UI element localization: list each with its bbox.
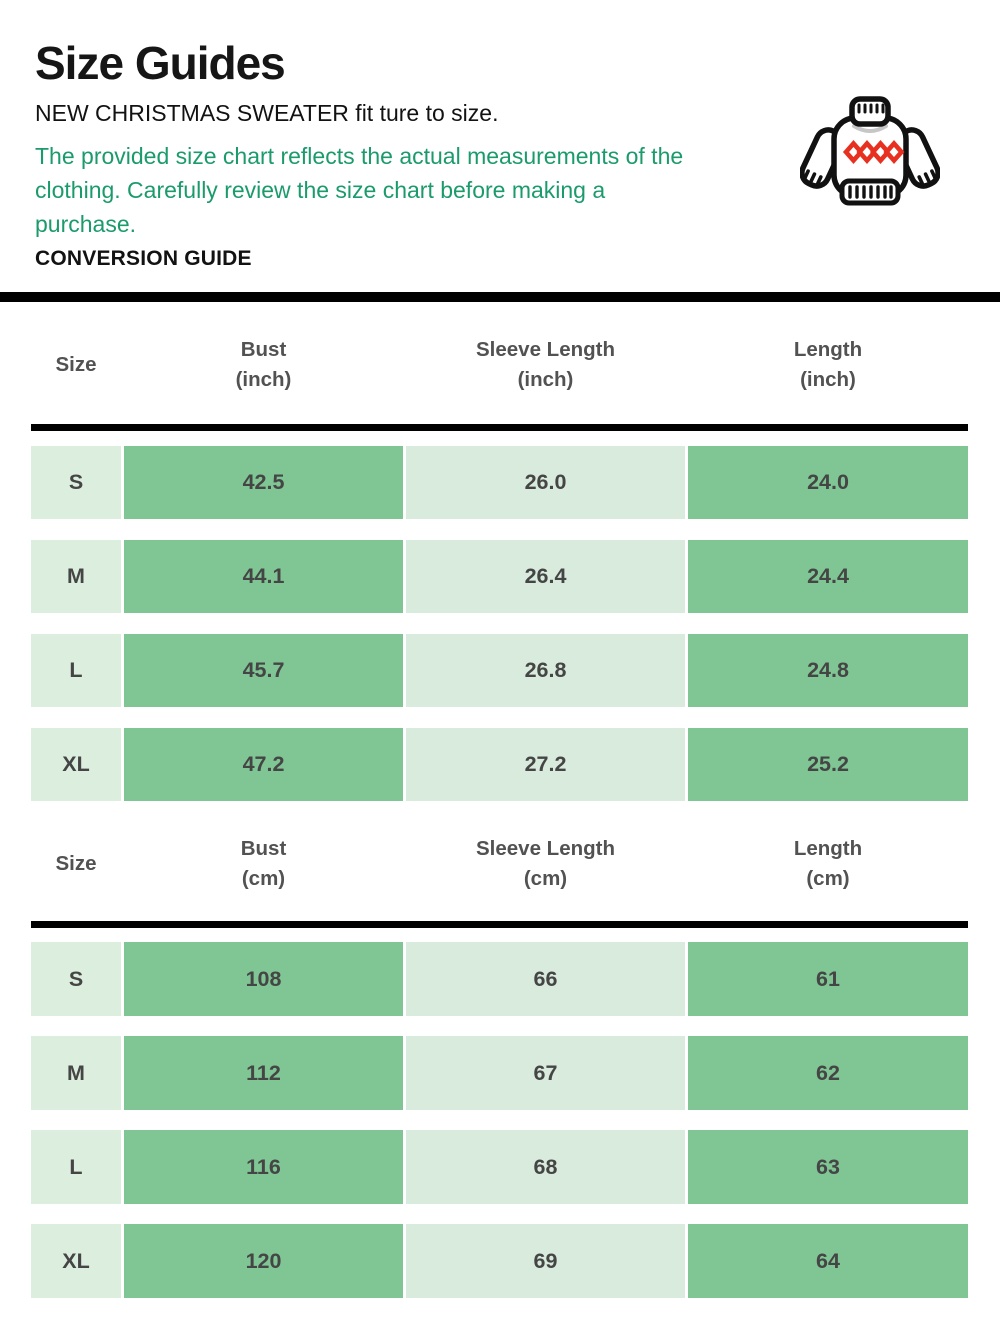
christmas-sweater-icon <box>799 96 941 214</box>
bust-cell: 120 <box>124 1224 403 1298</box>
size-cell: M <box>31 540 121 613</box>
sleeve-cell: 26.8 <box>406 634 685 707</box>
size-cell: XL <box>31 728 121 801</box>
col-header-length: Length (inch) <box>793 338 863 391</box>
table-row-l: L 45.7 26.8 24.8 <box>31 634 968 707</box>
measurement-note: The provided size chart reflects the act… <box>35 143 684 237</box>
table-row-m: M 44.1 26.4 24.4 <box>31 540 968 613</box>
bust-cell: 42.5 <box>124 446 403 519</box>
size-cell: S <box>31 942 121 1016</box>
col-header-size: Size <box>55 851 97 875</box>
col-header-bust: Bust (cm) <box>240 836 287 890</box>
size-cell: L <box>31 634 121 707</box>
top-divider <box>0 292 1000 302</box>
table-row-m: M 112 67 62 <box>31 1036 968 1110</box>
bust-cell: 44.1 <box>124 540 403 613</box>
sleeve-cell: 68 <box>406 1130 685 1204</box>
length-cell: 61 <box>688 942 968 1016</box>
sleeve-cell: 27.2 <box>406 728 685 801</box>
col-header-size: Size <box>55 353 97 376</box>
col-header-bust: Bust (inch) <box>235 338 292 391</box>
fit-note: NEW CHRISTMAS SWEATER fit ture to size. <box>35 100 499 126</box>
sleeve-cell: 26.4 <box>406 540 685 613</box>
table-row-s: S 42.5 26.0 24.0 <box>31 446 968 519</box>
bust-cell: 45.7 <box>124 634 403 707</box>
sleeve-cell: 66 <box>406 942 685 1016</box>
table-row-xl: XL 47.2 27.2 25.2 <box>31 728 968 801</box>
table-row-xl: XL 120 69 64 <box>31 1224 968 1298</box>
sleeve-cell: 26.0 <box>406 446 685 519</box>
diamond-pattern <box>842 140 905 164</box>
sleeve-cell: 69 <box>406 1224 685 1298</box>
length-cell: 24.0 <box>688 446 968 519</box>
col-header-length: Length (cm) <box>793 836 863 890</box>
header-divider-inch <box>31 424 968 431</box>
size-table-cm: S 108 66 61 M 112 67 62 L 116 68 63 XL 1… <box>31 942 968 1318</box>
size-cell: XL <box>31 1224 121 1298</box>
length-cell: 62 <box>688 1036 968 1110</box>
size-table-inch: S 42.5 26.0 24.0 M 44.1 26.4 24.4 L 45.7… <box>31 446 968 822</box>
length-cell: 25.2 <box>688 728 968 801</box>
table-row-l: L 116 68 63 <box>31 1130 968 1204</box>
size-cell: S <box>31 446 121 519</box>
length-cell: 63 <box>688 1130 968 1204</box>
size-cell: M <box>31 1036 121 1110</box>
sleeve-cell: 67 <box>406 1036 685 1110</box>
conversion-guide-label: CONVERSION GUIDE <box>35 247 252 270</box>
table-header-inch: Size Bust (inch) Sleeve Length (inch) Leng… <box>31 306 968 424</box>
bust-cell: 112 <box>124 1036 403 1110</box>
length-cell: 64 <box>688 1224 968 1298</box>
bust-cell: 116 <box>124 1130 403 1204</box>
header-divider-cm <box>31 921 968 928</box>
bust-cell: 108 <box>124 942 403 1016</box>
length-cell: 24.4 <box>688 540 968 613</box>
table-header-cm: Size Bust (cm) Sleeve Length (cm) Length (c… <box>31 806 968 921</box>
length-cell: 24.8 <box>688 634 968 707</box>
col-header-sleeve-length: Sleeve Length (inch) <box>476 338 615 391</box>
size-cell: L <box>31 1130 121 1204</box>
col-header-sleeve-length: Sleeve Length (cm) <box>476 836 615 890</box>
table-row-s: S 108 66 61 <box>31 942 968 1016</box>
page-title: Size Guides <box>35 37 286 89</box>
bust-cell: 47.2 <box>124 728 403 801</box>
